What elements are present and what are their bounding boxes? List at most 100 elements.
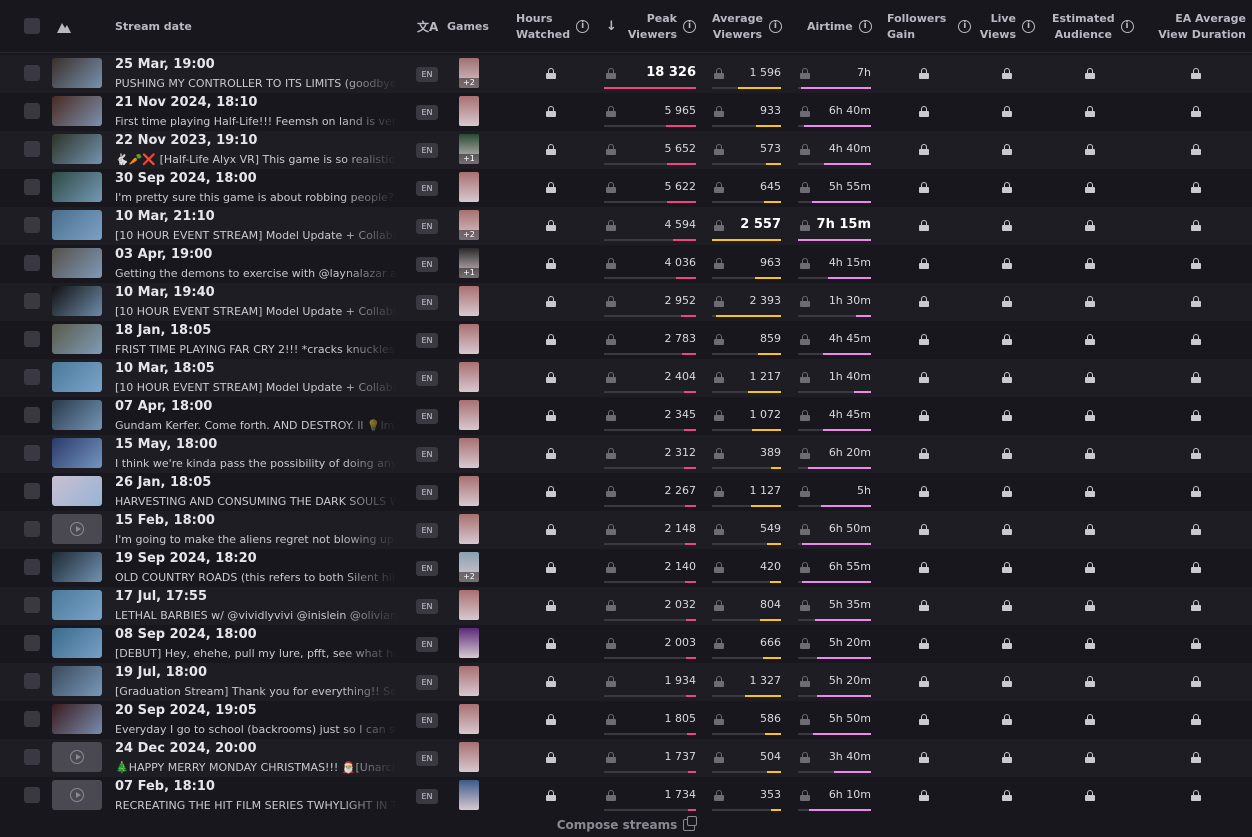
- row-checkbox[interactable]: [24, 749, 40, 765]
- sort-arrow-icon[interactable]: ↓: [606, 18, 617, 34]
- table-row[interactable]: 18 Jan, 18:05 FRIST TIME PLAYING FAR CRY …: [0, 321, 1252, 359]
- table-row[interactable]: 19 Sep 2024, 18:20 OLD COUNTRY ROADS (thi…: [0, 549, 1252, 587]
- stream-thumbnail[interactable]: [52, 400, 102, 430]
- stream-thumbnail[interactable]: [52, 552, 102, 582]
- game-cover[interactable]: [459, 96, 479, 126]
- row-checkbox[interactable]: [24, 787, 40, 803]
- header-estimated-audience[interactable]: Estimated Audience i: [1052, 0, 1134, 53]
- game-cover[interactable]: [459, 628, 479, 658]
- stream-title[interactable]: I'm going to make the aliens regret not …: [115, 533, 397, 546]
- table-row[interactable]: 30 Sep 2024, 18:00 I'm pretty sure this g…: [0, 169, 1252, 207]
- table-row[interactable]: 17 Jul, 17:55 LETHAL BARBIES w/ @vividlyv…: [0, 587, 1252, 625]
- stream-title[interactable]: [10 HOUR EVENT STREAM] Model Update + Co…: [115, 229, 397, 242]
- header-airtime[interactable]: Airtime i: [807, 0, 872, 53]
- header-games[interactable]: Games: [447, 19, 489, 33]
- stream-title[interactable]: I think we're kinda pass the possibility…: [115, 457, 397, 470]
- table-row[interactable]: 15 May, 18:00 I think we're kinda pass th…: [0, 435, 1252, 473]
- stream-date[interactable]: 15 Feb, 18:00: [115, 513, 215, 528]
- table-row[interactable]: 07 Feb, 18:10 RECREATING THE HIT FILM SER…: [0, 777, 1252, 812]
- stream-date[interactable]: 18 Jan, 18:05: [115, 323, 212, 338]
- row-checkbox[interactable]: [24, 331, 40, 347]
- stream-thumbnail[interactable]: [52, 780, 102, 810]
- stream-title[interactable]: PUSHING MY CONTROLLER TO ITS LIMITS (goo…: [115, 77, 397, 90]
- row-checkbox[interactable]: [24, 597, 40, 613]
- stream-title[interactable]: [10 HOUR EVENT STREAM] Model Update + Co…: [115, 305, 397, 318]
- table-row[interactable]: 20 Sep 2024, 19:05 Everyday I go to schoo…: [0, 701, 1252, 739]
- stream-thumbnail[interactable]: [52, 210, 102, 240]
- game-cover[interactable]: [459, 590, 479, 620]
- stream-date[interactable]: 20 Sep 2024, 19:05: [115, 703, 257, 718]
- stream-thumbnail[interactable]: [52, 58, 102, 88]
- stream-title[interactable]: Getting the demons to exercise with @lay…: [115, 267, 397, 280]
- header-live-views[interactable]: Live Views i: [975, 0, 1035, 53]
- info-icon[interactable]: i: [958, 20, 972, 33]
- stream-date[interactable]: 10 Mar, 18:05: [115, 361, 215, 376]
- game-cover[interactable]: [459, 666, 479, 696]
- row-checkbox[interactable]: [24, 255, 40, 271]
- stream-thumbnail[interactable]: [52, 476, 102, 506]
- stream-thumbnail[interactable]: [52, 704, 102, 734]
- stream-thumbnail[interactable]: [52, 666, 102, 696]
- header-followers-gain[interactable]: Followers Gain i: [887, 0, 972, 53]
- stream-title[interactable]: I'm pretty sure this game is about robbi…: [115, 191, 397, 204]
- row-checkbox[interactable]: [24, 635, 40, 651]
- stream-title[interactable]: Gundam Kerfer. Come forth. AND DESTROY. …: [115, 419, 397, 432]
- game-cover[interactable]: [459, 362, 479, 392]
- stream-thumbnail[interactable]: [52, 324, 102, 354]
- game-cover[interactable]: +2: [459, 210, 479, 240]
- row-checkbox[interactable]: [24, 369, 40, 385]
- stream-thumbnail[interactable]: [52, 514, 102, 544]
- info-icon[interactable]: i: [1120, 20, 1134, 33]
- game-cover[interactable]: [459, 172, 479, 202]
- stream-title[interactable]: [10 HOUR EVENT STREAM] Model Update + Co…: [115, 381, 397, 394]
- stream-date[interactable]: 15 May, 18:00: [115, 437, 218, 452]
- stream-title[interactable]: RECREATING THE HIT FILM SERIES TWHYLIGHT…: [115, 799, 397, 812]
- game-cover[interactable]: [459, 286, 479, 316]
- stream-title[interactable]: FRIST TIME PLAYING FAR CRY 2!!! *cracks …: [115, 343, 397, 356]
- stream-date[interactable]: 21 Nov 2024, 18:10: [115, 95, 258, 110]
- table-row[interactable]: 22 Nov 2023, 19:10 🐇🥕❌ [Half-Life Alyx VR…: [0, 131, 1252, 169]
- table-row[interactable]: 21 Nov 2024, 18:10 First time playing Hal…: [0, 93, 1252, 131]
- stream-thumbnail[interactable]: [52, 590, 102, 620]
- header-average-viewers[interactable]: Average Viewers i: [712, 0, 782, 53]
- row-checkbox[interactable]: [24, 673, 40, 689]
- row-checkbox[interactable]: [24, 65, 40, 81]
- stream-title[interactable]: [Graduation Stream] Thank you for everyt…: [115, 685, 397, 698]
- table-row[interactable]: 19 Jul, 18:00 [Graduation Stream] Thank y…: [0, 663, 1252, 701]
- stream-date[interactable]: 10 Mar, 21:10: [115, 209, 215, 224]
- row-checkbox[interactable]: [24, 407, 40, 423]
- game-cover[interactable]: [459, 742, 479, 772]
- game-cover[interactable]: [459, 780, 479, 810]
- info-icon[interactable]: i: [858, 20, 872, 33]
- table-row[interactable]: 07 Apr, 18:00 Gundam Kerfer. Come forth. …: [0, 397, 1252, 435]
- game-cover[interactable]: +1: [459, 134, 479, 164]
- stream-date[interactable]: 08 Sep 2024, 18:00: [115, 627, 257, 642]
- stream-thumbnail[interactable]: [52, 742, 102, 772]
- game-cover[interactable]: [459, 704, 479, 734]
- table-row[interactable]: 15 Feb, 18:00 I'm going to make the alien…: [0, 511, 1252, 549]
- stream-title[interactable]: [DEBUT] Hey, ehehe, pull my lure, pfft, …: [115, 647, 397, 660]
- table-row[interactable]: 10 Mar, 19:40 [10 HOUR EVENT STREAM] Mode…: [0, 283, 1252, 321]
- header-hours-watched[interactable]: Hours Watched i: [516, 0, 590, 53]
- game-cover[interactable]: +2: [459, 58, 479, 88]
- table-row[interactable]: 24 Dec 2024, 20:00 🎄HAPPY MERRY MONDAY CH…: [0, 739, 1252, 777]
- info-icon[interactable]: i: [683, 20, 696, 33]
- stream-date[interactable]: 03 Apr, 19:00: [115, 247, 213, 262]
- stream-title[interactable]: HARVESTING AND CONSUMING THE DARK SOULS …: [115, 495, 397, 508]
- stream-thumbnail[interactable]: [52, 362, 102, 392]
- row-checkbox[interactable]: [24, 293, 40, 309]
- stream-title[interactable]: 🎄HAPPY MERRY MONDAY CHRISTMAS!!! 🎅[Unarc…: [115, 761, 397, 774]
- stream-thumbnail[interactable]: [52, 286, 102, 316]
- stream-date[interactable]: 07 Feb, 18:10: [115, 779, 215, 794]
- stream-title[interactable]: OLD COUNTRY ROADS (this refers to both S…: [115, 571, 397, 584]
- stream-title[interactable]: LETHAL BARBIES w/ @vividlyvivi @inislein…: [115, 609, 397, 622]
- stream-title[interactable]: Everyday I go to school (backrooms) just…: [115, 723, 397, 736]
- translate-icon[interactable]: 文A: [417, 19, 439, 34]
- row-checkbox[interactable]: [24, 217, 40, 233]
- game-cover[interactable]: [459, 438, 479, 468]
- info-icon[interactable]: i: [768, 20, 782, 33]
- stream-date[interactable]: 26 Jan, 18:05: [115, 475, 212, 490]
- stream-thumbnail[interactable]: [52, 628, 102, 658]
- stream-title[interactable]: 🐇🥕❌ [Half-Life Alyx VR] This game is so …: [115, 153, 397, 166]
- row-checkbox[interactable]: [24, 179, 40, 195]
